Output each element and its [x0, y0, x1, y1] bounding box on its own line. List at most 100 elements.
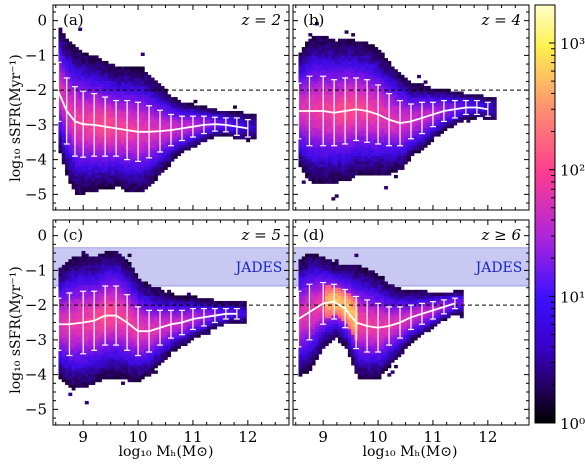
density-cell [101, 287, 106, 291]
density-cell [314, 58, 319, 62]
density-cell [380, 161, 385, 165]
density-cell [357, 110, 362, 115]
density-cell [157, 138, 162, 143]
density-cell [331, 177, 336, 182]
density-cell [331, 119, 336, 123]
density-cell [344, 52, 349, 56]
density-cell [111, 362, 116, 366]
density-cell [74, 281, 79, 285]
density-cell [380, 130, 385, 134]
density-cell [111, 325, 116, 330]
density-cell [140, 127, 145, 132]
density-cell [351, 77, 356, 81]
density-cell [91, 356, 96, 360]
density-cell [170, 124, 175, 129]
density-cell [134, 72, 139, 76]
density-cell [111, 367, 116, 372]
density-cell [351, 135, 356, 140]
density-cell [74, 49, 79, 54]
density-cell [104, 158, 109, 162]
density-cell [121, 105, 125, 109]
density-cell [81, 278, 86, 283]
density-cell [403, 161, 408, 165]
density-cell [206, 108, 211, 112]
density-cell [111, 97, 116, 101]
density-cell [104, 177, 109, 182]
density-cell [384, 83, 388, 87]
density-cell [384, 161, 388, 165]
density-cell [400, 158, 405, 162]
density-cell [374, 63, 379, 68]
density-cell [173, 124, 178, 129]
density-cell [305, 149, 309, 154]
density-cell [150, 77, 155, 81]
density-cell [124, 119, 129, 123]
density-cell [127, 152, 132, 157]
density-cell [384, 74, 388, 79]
density-cell [423, 110, 428, 115]
density-cell [124, 161, 129, 165]
density-cell [209, 135, 214, 140]
density-cell [370, 97, 375, 101]
density-cell [364, 44, 369, 48]
density-cell [140, 52, 145, 56]
density-cell [68, 300, 73, 305]
density-cell [88, 144, 93, 148]
density-cell [459, 97, 464, 101]
density-cell [68, 147, 73, 151]
density-cell [91, 55, 96, 59]
density-cell [390, 105, 395, 109]
density-cell [177, 147, 181, 151]
density-cell [104, 85, 109, 90]
density-cell [111, 144, 116, 148]
density-cell [486, 116, 491, 120]
density-cell [219, 116, 224, 120]
density-cell [407, 144, 412, 148]
density-cell [127, 163, 132, 168]
density-cell [144, 91, 148, 95]
density-cell [180, 141, 185, 145]
density-cell [482, 97, 487, 101]
density-cell [417, 88, 421, 93]
density-cell [65, 149, 69, 154]
density-cell [121, 147, 125, 151]
density-cell [426, 110, 431, 115]
density-cell [140, 169, 145, 173]
density-cell [177, 113, 181, 118]
density-cell [163, 127, 168, 132]
density-cell [91, 180, 96, 184]
density-cell [314, 22, 319, 26]
density-cell [94, 110, 99, 115]
density-cell [328, 155, 333, 159]
density-cell [479, 97, 484, 101]
density-cell [341, 69, 346, 73]
density-cell [186, 135, 191, 140]
density-cell [173, 138, 178, 143]
density-cell [127, 138, 132, 143]
density-cell [78, 58, 83, 62]
density-cell [377, 155, 382, 159]
density-cell [400, 147, 405, 151]
density-cell [314, 94, 319, 98]
density-cell [361, 63, 365, 68]
density-cell [78, 378, 83, 383]
density-cell [377, 158, 382, 162]
density-cell [167, 102, 172, 107]
density-cell [84, 186, 89, 190]
density-cell [311, 110, 316, 115]
density-cell [84, 119, 89, 123]
density-cell [403, 94, 408, 98]
density-cell [308, 72, 313, 76]
density-cell [65, 44, 69, 48]
density-cell [101, 74, 106, 79]
density-cell [88, 183, 93, 187]
density-cell [347, 41, 352, 45]
panel-b: (b) z = 4 [292, 4, 530, 211]
density-cell [351, 149, 356, 154]
density-cell [157, 91, 162, 95]
density-cell [104, 345, 109, 349]
density-cell [190, 144, 195, 148]
density-cell [196, 110, 201, 115]
density-cell [61, 124, 66, 129]
density-cell [364, 166, 369, 170]
